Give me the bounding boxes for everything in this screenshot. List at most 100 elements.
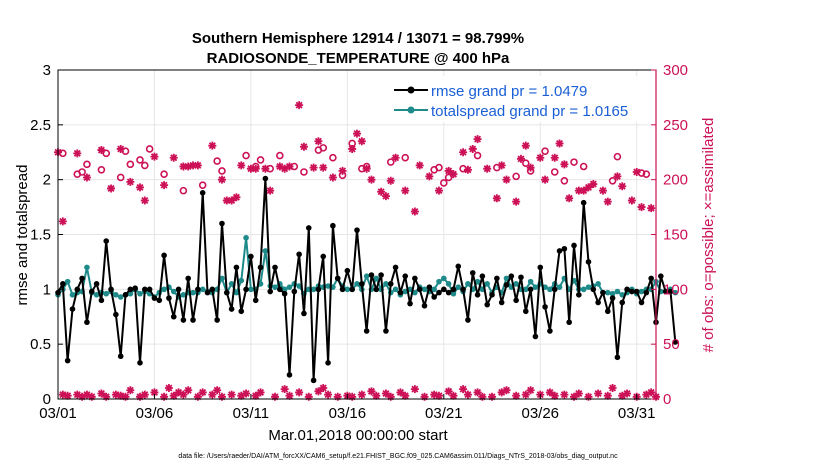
obs-assimilated-marker xyxy=(391,153,400,162)
obs-low-count-marker xyxy=(449,391,458,400)
obs-low-count-marker xyxy=(642,390,651,399)
totalspread-point xyxy=(117,294,124,300)
rmse-point xyxy=(412,275,418,282)
obs-low-count-marker xyxy=(304,392,313,401)
rmse-point xyxy=(580,199,587,206)
rmse-point xyxy=(460,286,466,293)
totalspread-point xyxy=(609,290,616,297)
obs-assimilated-marker xyxy=(492,194,501,203)
obs-possible-marker xyxy=(560,176,569,185)
rmse-point xyxy=(421,302,428,309)
rmse-point xyxy=(79,275,85,282)
rmse-point xyxy=(233,264,240,271)
rmse-point xyxy=(88,288,95,295)
rmse-point xyxy=(547,328,553,334)
totalspread-point xyxy=(614,288,621,295)
rmse-point xyxy=(132,285,138,292)
totalspread-point xyxy=(296,283,302,289)
totalspread-point xyxy=(103,290,110,297)
rmse-point xyxy=(359,281,365,287)
rmse-point xyxy=(344,267,351,274)
totalspread-point xyxy=(113,292,119,298)
rmse-point xyxy=(658,273,664,279)
totalspread-point xyxy=(383,281,389,287)
rmse-point xyxy=(633,288,640,295)
rmse-point xyxy=(474,292,481,298)
obs-low-count-marker xyxy=(526,386,535,395)
rmse-point xyxy=(267,288,273,295)
totalspread-point xyxy=(547,286,553,293)
rmse-point xyxy=(571,242,577,249)
rmse-point xyxy=(286,372,293,378)
rmse-point xyxy=(108,286,114,293)
obs-possible-marker xyxy=(97,165,106,174)
obs-low-count-marker xyxy=(434,391,443,400)
y-right-tick-label: 300 xyxy=(663,62,688,79)
rmse-point xyxy=(146,286,153,293)
obs-possible-marker xyxy=(136,156,144,164)
obs-possible-marker xyxy=(329,153,337,162)
rmse-point xyxy=(513,297,519,304)
obs-possible-marker xyxy=(473,151,482,160)
rmse-point xyxy=(305,225,312,231)
totalspread-point xyxy=(436,278,442,285)
rmse-point xyxy=(522,308,529,315)
obs-assimilated-marker xyxy=(357,137,366,146)
obs-low-count-marker xyxy=(545,388,554,397)
obs-possible-marker xyxy=(550,168,559,176)
obs-assimilated-marker xyxy=(603,197,612,206)
obs-assimilated-marker xyxy=(246,164,255,173)
rmse-point xyxy=(648,275,654,282)
rmse-point xyxy=(426,284,433,290)
obs-assimilated-marker xyxy=(579,186,588,195)
rmse-point xyxy=(416,286,423,293)
obs-low-count-marker xyxy=(58,390,67,399)
axes: 03/01 03/06 03/11 03/16 03/21 03/26 03/31 0 0.5 1… xyxy=(30,62,688,422)
rmse-point xyxy=(113,311,119,318)
rmse-point xyxy=(175,286,182,293)
totalspread-point xyxy=(199,286,206,293)
y-right-tick-label: 250 xyxy=(663,117,688,134)
rmse-point xyxy=(542,304,548,310)
totalspread-point xyxy=(219,275,225,282)
totalspread-point xyxy=(580,286,587,293)
obs-possible-marker xyxy=(541,147,549,155)
totalspread-point xyxy=(585,284,592,290)
y-left-tick-label: 2.5 xyxy=(30,117,51,134)
obs-assimilated-marker xyxy=(502,175,511,184)
obs-possible-marker xyxy=(521,159,530,168)
rmse-point xyxy=(465,317,471,323)
totalspread-point xyxy=(672,289,679,296)
obs-possible-marker xyxy=(141,161,149,170)
totalspread-point xyxy=(513,281,519,287)
obs-low-count-marker xyxy=(386,392,395,401)
obs-assimilated-marker xyxy=(565,194,574,203)
rmse-point xyxy=(334,275,341,282)
y-axis-right-label: # of obs: o=possible; ×=assimilated xyxy=(700,118,717,353)
rmse-point xyxy=(320,253,327,260)
obs-assimilated-marker xyxy=(82,173,91,182)
obs-assimilated-marker xyxy=(425,172,434,181)
x-tick-label: 03/26 xyxy=(521,405,559,422)
rmse-point xyxy=(354,227,360,233)
totalspread-point xyxy=(445,281,452,287)
obs-assimilated-marker xyxy=(618,182,627,191)
rmse-point xyxy=(518,274,524,281)
totalspread-point xyxy=(344,286,351,293)
rmse-point xyxy=(387,281,394,287)
obs-assimilated-marker xyxy=(266,186,275,195)
obs-low-count-marker xyxy=(208,390,217,399)
rmse-point xyxy=(498,299,505,306)
y-left-tick-label: 1 xyxy=(43,281,51,298)
obs-assimilated-marker xyxy=(512,197,521,206)
x-axis-label: Mar.01,2018 00:00:00 start xyxy=(268,427,448,444)
obs-assimilated-marker xyxy=(126,177,135,186)
rmse-point xyxy=(69,306,76,312)
obs-low-count-marker xyxy=(372,391,381,400)
rmse-point xyxy=(619,299,626,306)
obs-possible-marker xyxy=(218,167,226,175)
obs-possible-marker xyxy=(78,168,86,176)
obs-low-count-marker xyxy=(140,390,149,399)
rmse-point xyxy=(64,357,71,364)
totalspread-point xyxy=(474,278,481,285)
